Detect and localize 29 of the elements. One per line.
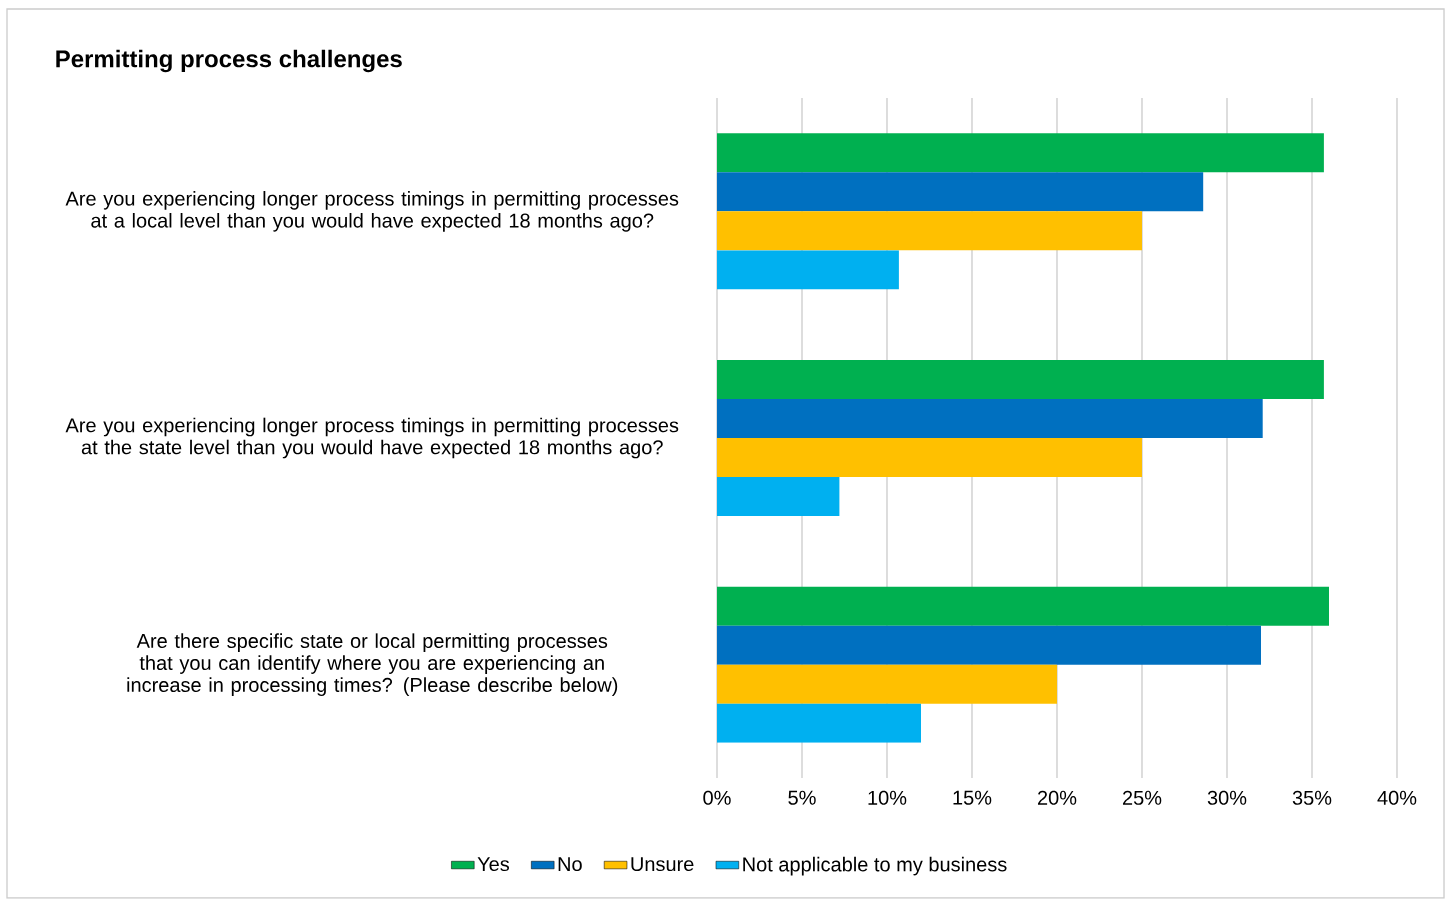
legend-label: Not applicable to my business xyxy=(743,856,1007,876)
bar xyxy=(717,664,1057,704)
bar xyxy=(717,586,1329,626)
x-tick-label: 30% xyxy=(1207,790,1247,806)
legend-label: Unsure xyxy=(631,857,694,872)
bar xyxy=(717,399,1263,439)
bar xyxy=(717,133,1324,173)
x-tick-label: 20% xyxy=(1037,790,1077,806)
y-tick-label: Are you experiencing longer process timings in permitting processes at a local level than you would have expected 18 months ago? xyxy=(65,191,679,232)
bar xyxy=(717,360,1324,400)
bar xyxy=(717,250,899,290)
bar xyxy=(717,438,1142,478)
bar xyxy=(717,477,840,517)
bar xyxy=(717,172,1204,212)
bar xyxy=(717,211,1142,251)
x-tick-label: 15% xyxy=(953,790,992,805)
x-tick-label: 0% xyxy=(703,790,731,806)
x-tick-label: 5% xyxy=(788,790,816,805)
x-tick-label: 35% xyxy=(1292,790,1332,806)
text: Permitting process challenges xyxy=(56,49,402,73)
y-tick-label: Are there specific state or local permitting processes that you can identify where you are experiencing an increase in processing times? (Please describe below) xyxy=(127,633,618,697)
x-tick-label: 40% xyxy=(1377,790,1417,806)
x-tick-label: 10% xyxy=(868,790,907,806)
bar xyxy=(717,625,1261,665)
legend-label: Yes xyxy=(477,857,510,872)
bar xyxy=(717,703,921,743)
x-tick-label: 25% xyxy=(1122,790,1162,806)
y-tick-label: Are you experiencing longer process timings in permitting processes at the state level than you would have expected 18 months ago? xyxy=(65,417,679,459)
legend-label: No xyxy=(558,857,582,872)
